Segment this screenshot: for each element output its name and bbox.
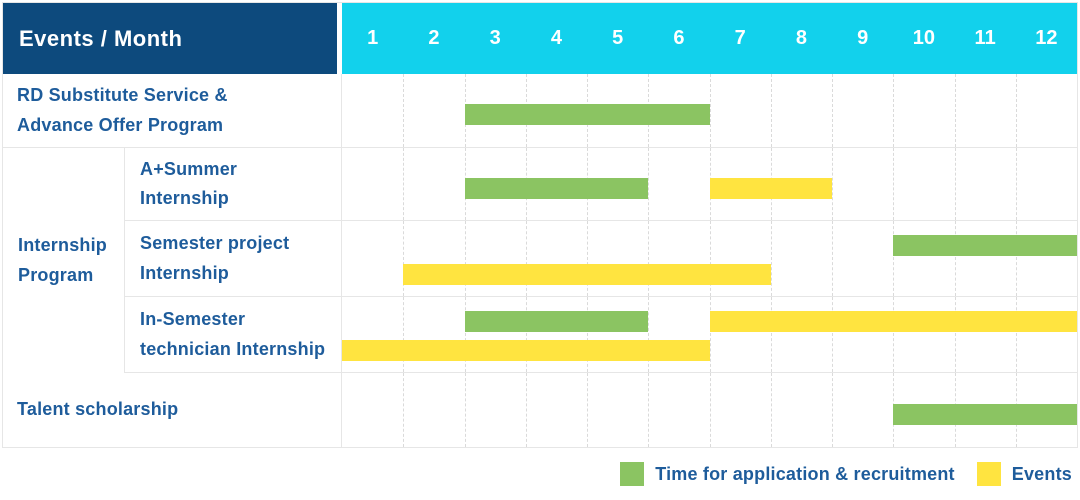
gantt-row: RD Substitute Service & Advance Offer Pr… — [3, 74, 1077, 148]
month-gridline — [1015, 74, 1017, 147]
month-gridline — [832, 373, 833, 447]
month-gridline — [403, 297, 405, 372]
month-gridline — [587, 297, 588, 372]
group-label: Internship Program — [3, 148, 125, 373]
month-gridline — [893, 148, 895, 220]
month-gridline — [403, 148, 405, 220]
gantt-row: Talent scholarship — [3, 373, 1077, 447]
month-label: 5 — [612, 27, 624, 49]
gantt-subrow: In-Semester technician Internship — [125, 297, 1077, 373]
month-gridline — [832, 221, 833, 296]
legend-label: Events — [1011, 463, 1072, 484]
month-gridline — [525, 373, 527, 447]
application-bar — [464, 311, 649, 332]
month-gridline — [709, 221, 711, 296]
month-gridline — [709, 74, 711, 147]
header-title: Events / Month — [3, 3, 337, 74]
gantt-subrow: Semester project Internship — [125, 221, 1077, 297]
row-timeline — [342, 74, 1077, 147]
month-gridline — [525, 221, 527, 296]
month-label: 9 — [857, 27, 869, 49]
month-gridline — [709, 297, 711, 372]
month-gridline — [770, 221, 772, 296]
month-label: 4 — [550, 27, 562, 49]
gantt-body: RD Substitute Service & Advance Offer Pr… — [3, 74, 1077, 447]
table-header-row: Events / Month 1 2 3 4 5 6 7 8 9 10 11 12 — [3, 3, 1077, 74]
legend-label: Time for application & recruitment — [655, 463, 955, 484]
month-gridline — [648, 221, 650, 296]
month-label: 8 — [795, 27, 807, 49]
month-gridline — [954, 148, 956, 220]
month-gridline — [464, 221, 466, 296]
month-gridline — [1015, 148, 1017, 220]
header-gap — [337, 3, 342, 74]
application-bar — [464, 104, 710, 126]
row-timeline — [342, 297, 1077, 372]
month-gridline — [648, 373, 650, 447]
events-month-table: Events / Month 1 2 3 4 5 6 7 8 9 10 11 12 RD Substi… — [2, 2, 1078, 448]
month-gridline — [648, 297, 650, 372]
month-gridline — [893, 297, 895, 372]
month-gridline — [464, 297, 466, 372]
month-gridline — [770, 373, 772, 447]
month-gridline — [770, 74, 772, 147]
month-gridline — [954, 297, 956, 372]
month-label: 1 — [367, 27, 379, 49]
application-bar — [893, 235, 1077, 256]
application-swatch — [620, 462, 645, 486]
row-label: Semester project Internship — [125, 221, 342, 296]
row-group: Internship Program A+Summer Internship Sem… — [3, 148, 1077, 373]
month-label: 7 — [734, 27, 746, 49]
row-timeline — [342, 148, 1077, 220]
month-label: 2 — [428, 27, 440, 49]
month-gridline — [954, 221, 956, 296]
month-gridline — [770, 297, 772, 372]
event-swatch — [976, 462, 1001, 486]
month-gridline — [587, 221, 588, 296]
month-gridline — [832, 148, 833, 220]
month-label: 12 — [1035, 27, 1058, 49]
month-header: 1 2 3 4 5 6 7 8 9 10 11 12 — [342, 3, 1077, 74]
month-gridline — [832, 74, 833, 147]
event-bar — [709, 177, 832, 199]
month-gridline — [1015, 221, 1017, 296]
gantt-subrow: A+Summer Internship — [125, 148, 1077, 221]
month-gridline — [648, 148, 650, 220]
month-gridline — [403, 373, 405, 447]
month-label: 6 — [673, 27, 685, 49]
month-gridline — [832, 297, 833, 372]
month-label: 3 — [489, 27, 501, 49]
row-label: A+Summer Internship — [125, 148, 342, 220]
event-bar — [342, 339, 710, 361]
legend-item: Time for application & recruitment — [620, 462, 955, 486]
month-label: 10 — [912, 27, 935, 49]
application-bar — [464, 177, 649, 199]
month-gridline — [709, 373, 711, 447]
group-rows: A+Summer Internship Semester project Inte… — [125, 148, 1077, 373]
event-bar — [709, 311, 1077, 332]
month-gridline — [587, 373, 588, 447]
row-label: RD Substitute Service & Advance Offer Pr… — [3, 74, 342, 147]
month-gridline — [403, 221, 405, 296]
row-timeline — [342, 373, 1077, 447]
row-label: Talent scholarship — [3, 373, 342, 447]
month-gridline — [893, 74, 895, 147]
month-gridline — [893, 221, 895, 296]
month-gridline — [464, 373, 466, 447]
application-bar — [893, 403, 1077, 425]
legend: Time for application & recruitment Events — [2, 448, 1078, 500]
month-gridline — [403, 74, 405, 147]
month-gridline — [1015, 297, 1017, 372]
row-label: In-Semester technician Internship — [125, 297, 342, 372]
event-bar — [403, 263, 771, 285]
row-timeline — [342, 221, 1077, 296]
month-label: 11 — [974, 27, 996, 49]
month-gridline — [954, 74, 956, 147]
legend-item: Events — [976, 462, 1072, 486]
month-gridline — [525, 297, 527, 372]
